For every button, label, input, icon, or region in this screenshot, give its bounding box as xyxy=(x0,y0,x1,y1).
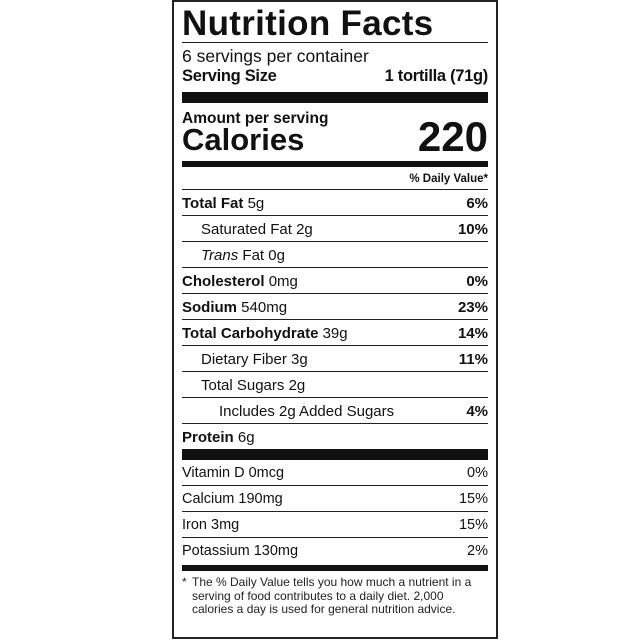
nutrient-amount: 5g xyxy=(247,195,265,212)
serving-size: Serving Size 1 tortilla (71g) xyxy=(182,66,488,86)
nutrient-row-added-sugars: Includes 2g Added Sugars 4% xyxy=(182,398,488,424)
nutrient-amount: 0mg xyxy=(268,273,298,290)
nutrient-amount: 6g xyxy=(237,429,255,446)
vitamin-dv: 15% xyxy=(458,491,488,507)
footnote: * The % Daily Value tells you how much a… xyxy=(182,575,488,617)
thick-divider xyxy=(182,449,488,460)
nutrient-amount: 2g xyxy=(288,377,306,394)
vitamin-dv: 15% xyxy=(458,517,488,533)
nutrient-name: Total Fat xyxy=(182,195,244,212)
servings-per-container: 6 servings per container xyxy=(182,46,369,66)
vitamin-row-vitamin-d: Vitamin D 0mcg 0% xyxy=(182,460,488,486)
nutrient-row-total-sugars: Total Sugars 2g xyxy=(182,372,488,398)
vitamin-row-iron: Iron 3mg 15% xyxy=(182,512,488,538)
nutrient-dv: 6% xyxy=(466,195,488,212)
nutrient-name: Saturated Fat xyxy=(201,221,292,238)
serving-size-value: 1 tortilla (71g) xyxy=(384,67,489,85)
nutrient-name: Cholesterol xyxy=(182,273,265,290)
vitamin-dv: 0% xyxy=(467,465,488,481)
medium-divider xyxy=(182,565,488,571)
vitamin-list: Vitamin D 0mcg 0% Calcium 190mg 15% Iron… xyxy=(182,460,488,563)
nutrient-row-protein: Protein 6g xyxy=(182,424,488,449)
nutrient-row-total-carbohydrate: Total Carbohydrate 39g 14% xyxy=(182,320,488,346)
footnote-text: The % Daily Value tells you how much a n… xyxy=(192,575,472,616)
nutrient-amount: 39g xyxy=(322,325,348,342)
vitamin-dv: 2% xyxy=(467,543,488,559)
nutrient-dv: 4% xyxy=(466,403,488,420)
footnote-star: * xyxy=(182,575,187,589)
daily-value-header: % Daily Value* xyxy=(182,167,488,190)
nutrient-row-sodium: Sodium 540mg 23% xyxy=(182,294,488,320)
nutrient-amount: 2g xyxy=(296,221,313,238)
nutrient-amount: 540mg xyxy=(241,299,288,316)
label-title: Nutrition Facts xyxy=(182,4,434,43)
nutrient-dv: 0% xyxy=(466,273,488,290)
nutrient-name: Dietary Fiber xyxy=(201,351,287,368)
divider xyxy=(182,42,488,43)
nutrient-row-dietary-fiber: Dietary Fiber 3g 11% xyxy=(182,346,488,372)
amount-per-serving: Amount per serving xyxy=(182,110,329,127)
vitamin-label: Vitamin D 0mcg xyxy=(182,465,285,481)
calories-label: Calories xyxy=(182,122,305,157)
medium-divider xyxy=(182,161,488,167)
nutrient-row-saturated-fat: Saturated Fat 2g 10% xyxy=(182,216,488,242)
vitamin-label: Iron 3mg xyxy=(182,517,240,533)
nutrient-row-cholesterol: Cholesterol 0mg 0% xyxy=(182,268,488,294)
nutrient-name-suffix: Fat xyxy=(242,247,265,264)
serving-size-label: Serving Size xyxy=(182,67,277,85)
nutrient-row-trans-fat: Trans Fat 0g xyxy=(182,242,488,268)
nutrient-dv: 11% xyxy=(458,351,488,368)
calories-value: 220 xyxy=(417,113,488,160)
vitamin-row-calcium: Calcium 190mg 15% xyxy=(182,486,488,512)
nutrient-name: Total Sugars xyxy=(201,377,285,394)
nutrient-name: Trans xyxy=(201,247,239,264)
nutrient-dv: 10% xyxy=(457,221,488,238)
nutrient-name: Sodium xyxy=(182,299,237,316)
nutrient-name: Total Carbohydrate xyxy=(182,325,319,342)
nutrient-name: Includes 2g Added Sugars xyxy=(219,403,395,420)
nutrient-dv: 23% xyxy=(457,299,488,316)
thick-divider xyxy=(182,92,488,103)
nutrient-list: Total Fat 5g 6% Saturated Fat 2g 10% Tra… xyxy=(182,190,488,449)
vitamin-label: Potassium 130mg xyxy=(182,543,299,559)
vitamin-row-potassium: Potassium 130mg 2% xyxy=(182,538,488,563)
vitamin-label: Calcium 190mg xyxy=(182,491,283,507)
nutrient-dv: 14% xyxy=(457,325,488,342)
nutrition-facts-label: Nutrition Facts 6 servings per container… xyxy=(172,0,498,639)
nutrient-name: Protein xyxy=(182,429,234,446)
nutrient-amount: 3g xyxy=(291,351,308,368)
nutrient-row-total-fat: Total Fat 5g 6% xyxy=(182,190,488,216)
calories-row: Calories 220 xyxy=(182,116,488,158)
nutrient-amount: 0g xyxy=(268,247,285,264)
